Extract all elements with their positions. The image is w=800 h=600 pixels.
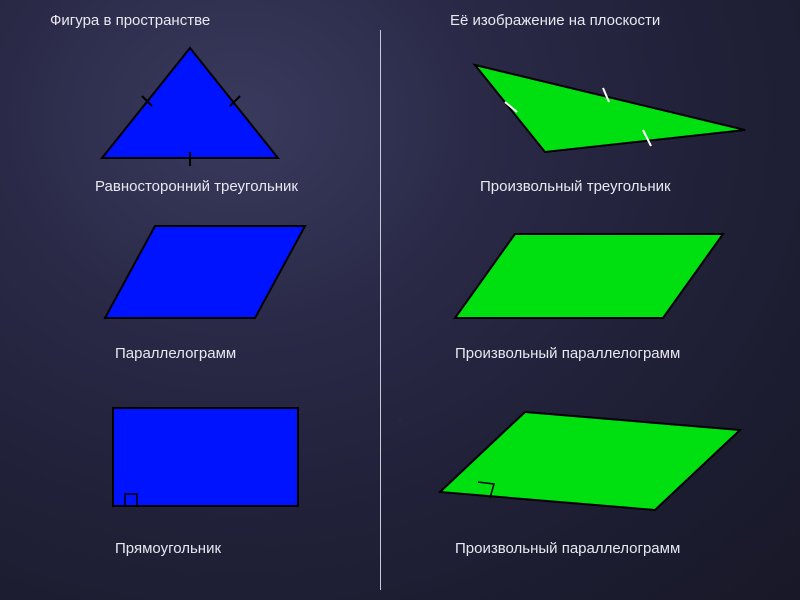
header-right: Её изображение на плоскости [450,12,660,29]
arb-triangle [435,50,755,170]
arb-para-1-caption: Произвольный параллелограмм [455,345,680,362]
rectangle-left [105,400,315,520]
eq-triangle [90,40,290,170]
parallelogram-left [95,218,315,328]
arb-para-1 [445,222,735,332]
arb-para-2-caption: Произвольный параллелограмм [455,540,680,557]
eq-triangle-caption: Равносторонний треугольник [95,178,298,195]
center-divider [380,30,381,590]
arb-triangle-caption: Произвольный треугольник [480,178,671,195]
parallelogram-left-caption: Параллелограмм [115,345,236,362]
rectangle-left-caption: Прямоугольник [115,540,221,557]
header-left: Фигура в пространстве [50,12,210,29]
arb-para-2 [430,400,750,520]
